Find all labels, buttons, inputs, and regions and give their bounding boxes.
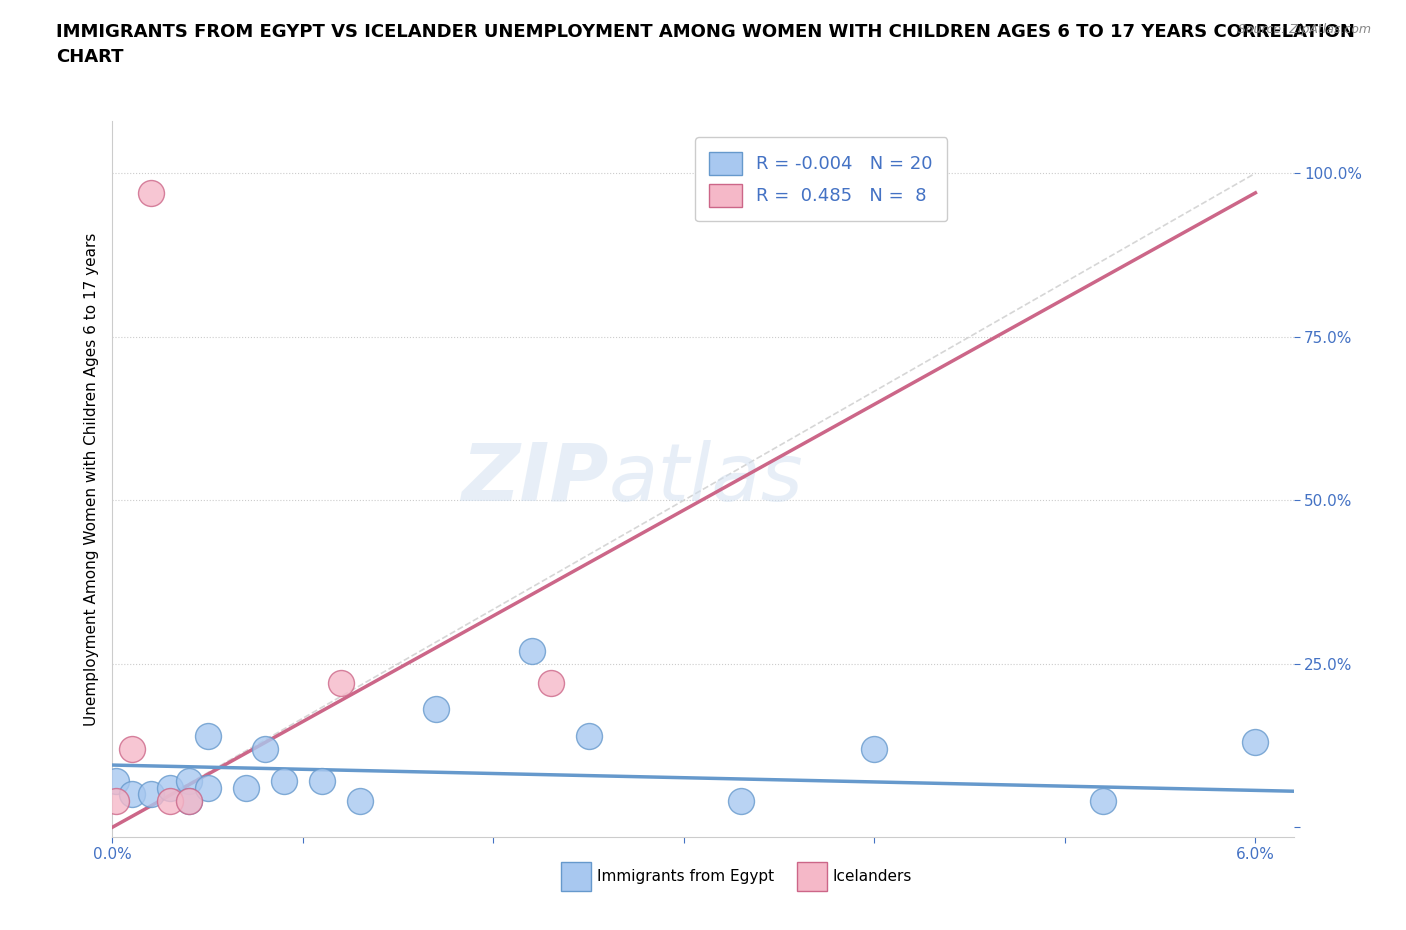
Point [105,793,128,808]
Point [1244,735,1267,750]
Point [159,780,181,795]
Text: Immigrants from Egypt: Immigrants from Egypt [596,869,773,883]
Point [235,780,257,795]
Point [121,787,143,802]
Point [139,185,162,200]
Point [121,741,143,756]
Point [253,741,276,756]
Point [273,774,295,789]
Y-axis label: Unemployment Among Women with Children Ages 6 to 17 years: Unemployment Among Women with Children A… [83,232,98,725]
Text: ZIP: ZIP [461,440,609,518]
FancyBboxPatch shape [561,862,591,891]
Text: Icelanders: Icelanders [832,869,912,883]
Point [578,728,600,743]
Text: atlas: atlas [609,440,803,518]
Point [159,793,181,808]
Point [197,780,219,795]
FancyBboxPatch shape [797,862,827,891]
Point [177,774,200,789]
Point [105,774,128,789]
Text: Source: ZipAtlas.com: Source: ZipAtlas.com [1237,23,1371,36]
Point [540,676,562,691]
Point [730,185,752,200]
Point [349,793,371,808]
Point [197,728,219,743]
Point [177,793,200,808]
Point [425,702,447,717]
Point [139,787,162,802]
Text: IMMIGRANTS FROM EGYPT VS ICELANDER UNEMPLOYMENT AMONG WOMEN WITH CHILDREN AGES 6: IMMIGRANTS FROM EGYPT VS ICELANDER UNEMP… [56,23,1355,66]
Point [177,793,200,808]
Point [330,676,353,691]
Point [520,644,543,658]
Point [730,793,752,808]
Point [863,741,886,756]
Point [311,774,333,789]
Legend: R = -0.004   N = 20, R =  0.485   N =  8: R = -0.004 N = 20, R = 0.485 N = 8 [695,137,948,221]
Point [1092,793,1115,808]
